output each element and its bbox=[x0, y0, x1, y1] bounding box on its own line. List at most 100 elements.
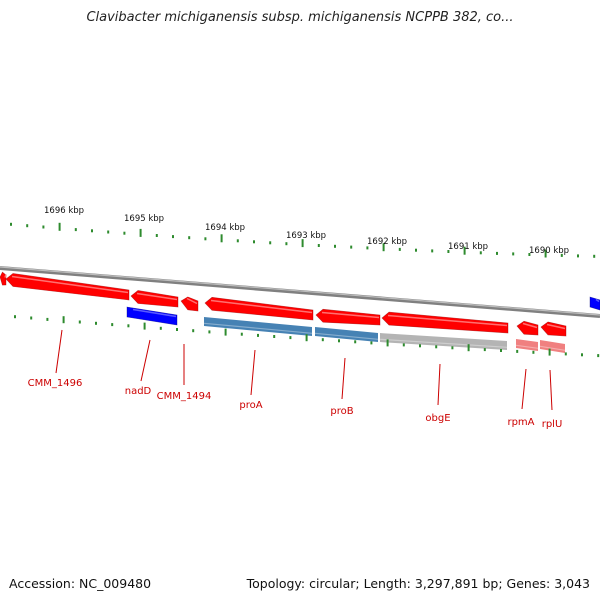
ruler-label: 1696 kbp bbox=[44, 206, 84, 216]
minor-tick bbox=[10, 222, 12, 226]
gene-arrow-obge[interactable] bbox=[381, 311, 509, 334]
minor-tick bbox=[350, 245, 353, 249]
major-tick bbox=[220, 234, 223, 243]
minor-tick bbox=[597, 354, 600, 358]
gene-arrow-rplu[interactable] bbox=[540, 321, 567, 337]
svg-text:obgE: obgE bbox=[425, 413, 450, 424]
ruler-label: 1692 kbp bbox=[367, 237, 407, 247]
gene-arrow[interactable] bbox=[180, 296, 199, 312]
minor-tick bbox=[188, 236, 191, 240]
gene-label-nadd: nadD bbox=[125, 339, 152, 397]
svg-text:rplU: rplU bbox=[542, 419, 563, 430]
minor-tick bbox=[123, 231, 126, 235]
gene-label-rpma: rpmA bbox=[507, 368, 535, 428]
gene-arrow-cmm_1496[interactable] bbox=[5, 273, 130, 301]
feature-bar-steelblue[interactable] bbox=[314, 327, 379, 342]
minor-tick bbox=[46, 317, 49, 321]
genome-backbone-highlight bbox=[0, 266, 600, 316]
major-tick bbox=[548, 348, 551, 356]
minor-tick bbox=[483, 348, 486, 352]
gene-arrow-nadd[interactable] bbox=[126, 306, 178, 326]
gene-label-prob: proB bbox=[330, 357, 354, 417]
feature-track bbox=[203, 317, 566, 353]
minor-tick bbox=[253, 240, 255, 244]
minor-tick bbox=[532, 350, 535, 354]
minor-tick bbox=[127, 324, 130, 328]
minor-tick bbox=[321, 338, 324, 342]
outer-tick-row bbox=[10, 222, 596, 258]
minor-tick bbox=[30, 316, 33, 320]
accession-text: Accession: NC_009480 bbox=[9, 576, 152, 591]
gene-arrow[interactable] bbox=[130, 290, 179, 308]
major-tick bbox=[305, 334, 308, 342]
minor-tick bbox=[512, 252, 515, 256]
feature-bar-grey[interactable] bbox=[379, 333, 508, 350]
minor-tick bbox=[257, 333, 259, 337]
minor-tick bbox=[354, 340, 357, 344]
gene-arrow[interactable] bbox=[0, 271, 7, 286]
feature-bar-pink[interactable] bbox=[539, 340, 566, 353]
feature-bar-steelblue[interactable] bbox=[203, 317, 313, 336]
minor-tick bbox=[415, 248, 417, 252]
gene-label-cmm_1496: CMM_1496 bbox=[28, 329, 83, 389]
gene-arrow[interactable] bbox=[589, 296, 600, 311]
major-tick bbox=[301, 239, 304, 248]
gene-label-rplu: rplU bbox=[542, 369, 563, 430]
major-tick bbox=[386, 339, 389, 347]
major-tick bbox=[62, 316, 65, 324]
minor-tick bbox=[192, 329, 195, 333]
major-tick bbox=[544, 249, 547, 258]
minor-tick bbox=[402, 343, 405, 347]
minor-tick bbox=[564, 352, 567, 356]
ruler-label: 1690 kbp bbox=[529, 246, 569, 256]
minor-tick bbox=[107, 230, 110, 234]
major-tick bbox=[467, 344, 470, 352]
minor-tick bbox=[435, 345, 438, 349]
minor-tick bbox=[479, 251, 482, 255]
minor-tick bbox=[91, 229, 93, 233]
minor-tick bbox=[398, 247, 401, 251]
minor-tick bbox=[560, 253, 563, 257]
genome-backbone bbox=[0, 266, 600, 318]
minor-tick bbox=[74, 228, 77, 232]
minor-tick bbox=[208, 330, 211, 334]
minor-tick bbox=[581, 353, 583, 357]
gene-label-obge: obgE bbox=[425, 363, 451, 424]
minor-tick bbox=[338, 339, 340, 343]
minor-tick bbox=[269, 241, 272, 245]
gene-arrow-prob[interactable] bbox=[315, 308, 381, 326]
gene-arrow-proa[interactable] bbox=[204, 296, 314, 321]
minor-tick bbox=[447, 250, 450, 253]
svg-text:proB: proB bbox=[330, 406, 353, 417]
major-tick bbox=[463, 246, 466, 255]
ruler-label: 1691 kbp bbox=[448, 242, 488, 252]
gene-label-layer: CMM_1496 nadD CMM_1494 proA proB obgE rpmA rplU bbox=[28, 329, 563, 430]
gene-label-cmm_1494: CMM_1494 bbox=[157, 344, 211, 402]
minor-tick bbox=[204, 237, 207, 241]
gene-arrow-rpma[interactable] bbox=[516, 320, 539, 336]
minor-tick bbox=[419, 344, 421, 348]
minor-tick bbox=[593, 254, 596, 258]
minor-tick bbox=[317, 244, 320, 247]
minor-tick bbox=[14, 315, 16, 319]
minor-tick bbox=[496, 251, 498, 255]
minor-tick bbox=[172, 235, 174, 239]
minor-tick bbox=[289, 336, 292, 340]
minor-tick bbox=[500, 349, 502, 352]
minor-tick bbox=[577, 254, 579, 258]
minor-tick bbox=[528, 253, 531, 256]
svg-text:CMM_1496: CMM_1496 bbox=[28, 378, 83, 389]
minor-tick bbox=[366, 246, 369, 250]
minor-tick bbox=[516, 349, 519, 353]
svg-text:nadD: nadD bbox=[125, 386, 152, 397]
minor-tick bbox=[78, 320, 81, 324]
minor-tick bbox=[240, 332, 243, 336]
minor-tick bbox=[26, 224, 29, 228]
minor-tick bbox=[451, 346, 454, 350]
feature-bar-pink[interactable] bbox=[515, 339, 539, 351]
major-tick bbox=[382, 243, 385, 252]
minor-tick bbox=[159, 326, 162, 330]
svg-text:proA: proA bbox=[239, 400, 262, 411]
minor-tick bbox=[236, 239, 239, 243]
